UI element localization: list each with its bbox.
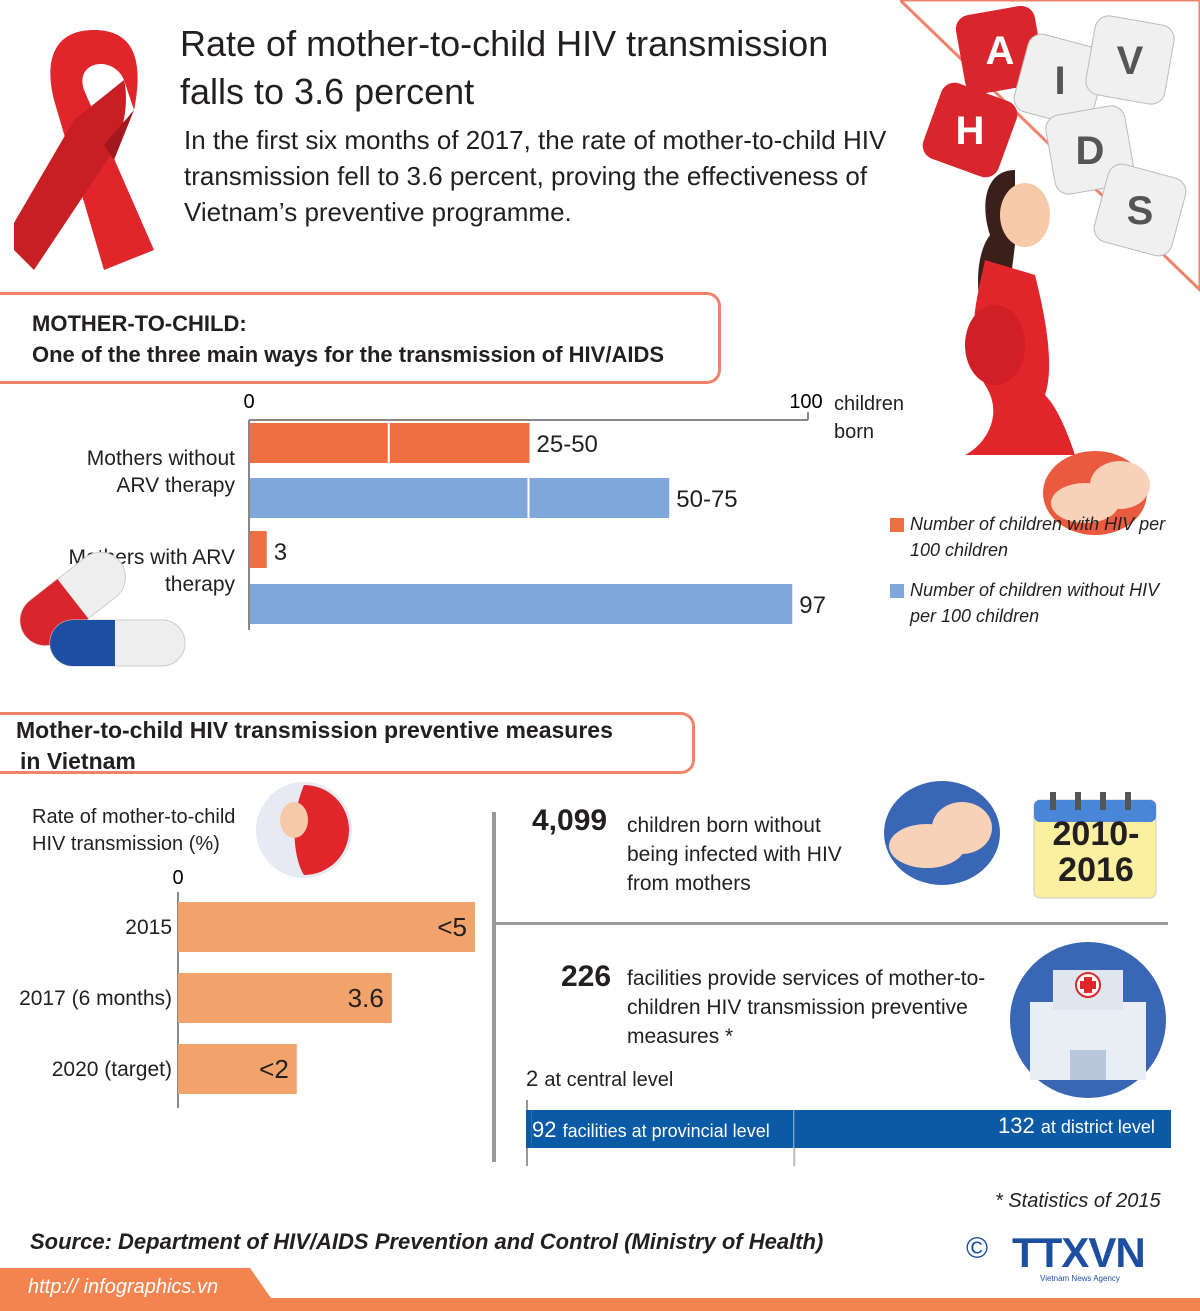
- pill-capsules-icon: [19, 551, 186, 667]
- footer-bar: [0, 1268, 1200, 1311]
- district-number: 132: [998, 1113, 1035, 1138]
- website-link[interactable]: http:// infographics.vn: [28, 1276, 219, 1298]
- chart1-axis-unit: children born: [834, 393, 905, 443]
- facilities-stacked-bar: [526, 1100, 1171, 1166]
- district-text: at district level: [1040, 1117, 1155, 1137]
- central-level-label: 2 at central level: [526, 1066, 673, 1092]
- provincial-text: facilities at provincial level: [562, 1121, 770, 1141]
- bar: [250, 584, 793, 624]
- years-label: 2010-2016: [1052, 815, 1140, 889]
- legend-label: Number of children without HIV per 100 c…: [910, 580, 1160, 626]
- central-text: at central level: [544, 1069, 674, 1091]
- legend-label: Number of children with HIV per 100 chil…: [910, 514, 1166, 560]
- transmission-rate-chart: 0 2015 <5 2017 (6 months) 3.6 2020 (target) <2: [19, 867, 475, 1108]
- source-text: Source: Department of HIV/AIDS Preventio…: [30, 1229, 824, 1254]
- section2-heading: Mother-to-child HIV transmission prevent…: [16, 717, 613, 743]
- dice-letter: H: [956, 109, 985, 153]
- bar-segment: [794, 1110, 1171, 1148]
- bar-value-label: 25-50: [537, 431, 598, 458]
- bar-value-label: <5: [437, 912, 467, 942]
- footnote: * Statistics of 2015: [995, 1190, 1161, 1212]
- x-tick-label: 0: [243, 391, 254, 413]
- bar: [178, 902, 475, 952]
- x-tick-label: 100: [789, 391, 822, 413]
- provincial-number: 92: [532, 1117, 557, 1142]
- aids-dice-icon: A I V H D S: [900, 0, 1200, 293]
- newborn-icon: [884, 781, 1000, 885]
- bar-value-label: 50-75: [676, 486, 737, 513]
- children-text: children born without being infected wit…: [627, 814, 842, 895]
- category-label: 2017 (6 months): [19, 987, 172, 1010]
- bar: [250, 531, 267, 568]
- dice-letter: I: [1054, 59, 1065, 103]
- intro-text: In the first six months of 2017, the rat…: [184, 125, 887, 227]
- page-title: Rate of mother-to-child HIV transmission…: [180, 23, 829, 112]
- x-tick-label: 0: [172, 867, 183, 889]
- dice-letter: A: [986, 29, 1015, 73]
- provincial-label: 92 facilities at provincial level: [532, 1117, 770, 1143]
- category-label: 2020 (target): [52, 1058, 172, 1081]
- district-label: 132 at district level: [998, 1113, 1155, 1139]
- children-number: 4,099: [532, 804, 608, 837]
- mother-baby-icon: [256, 782, 352, 878]
- bar-value-label: 97: [799, 592, 826, 619]
- bar-value-label: 3: [274, 539, 287, 566]
- legend-swatch-blue: [890, 584, 904, 598]
- central-number: 2: [526, 1066, 539, 1091]
- bar-value-label: 3.6: [348, 983, 384, 1013]
- category-label: Mothers without ARV therapy: [86, 447, 235, 497]
- agency-name: Vietnam News Agency: [1040, 1274, 1120, 1283]
- hospital-icon: [1010, 942, 1166, 1098]
- facilities-number: 226: [561, 960, 612, 993]
- vertical-divider: [492, 812, 496, 1162]
- category-label: 2015: [125, 916, 172, 939]
- bar-segment: [526, 1110, 532, 1148]
- awareness-ribbon-icon: [14, 30, 154, 270]
- horizontal-divider: [496, 922, 1168, 925]
- section2-header: Mother-to-child HIV transmission prevent…: [0, 712, 695, 774]
- section1-header: MOTHER-TO-CHILD: One of the three main w…: [0, 292, 721, 384]
- dice-letter: S: [1127, 189, 1154, 233]
- pregnant-woman-icon: [965, 170, 1075, 455]
- dice-letter: D: [1076, 129, 1105, 173]
- arv-transmission-chart: 0 100 25-50 50-75 3 97: [243, 391, 826, 630]
- section1-heading: MOTHER-TO-CHILD:: [32, 311, 247, 336]
- section2-heading-line2: in Vietnam: [20, 748, 136, 774]
- baby-icon: [1043, 451, 1150, 535]
- facilities-text: facilities provide services of mother-to…: [627, 967, 986, 1048]
- chart2-title: Rate of mother-to-child HIV transmission…: [32, 806, 236, 855]
- bar: [250, 478, 670, 518]
- calendar-icon: [1033, 792, 1157, 899]
- legend-swatch-orange: [890, 518, 904, 532]
- bar: [178, 1044, 297, 1094]
- dice-letter: V: [1117, 39, 1144, 83]
- bar-value-label: <2: [259, 1054, 289, 1084]
- bar: [178, 973, 392, 1023]
- copyright-icon: ©: [966, 1232, 989, 1265]
- bar-segment: [531, 1110, 795, 1148]
- section1-subheading: One of the three main ways for the trans…: [32, 342, 665, 367]
- ttxvn-logo: TTXVN: [1012, 1229, 1146, 1276]
